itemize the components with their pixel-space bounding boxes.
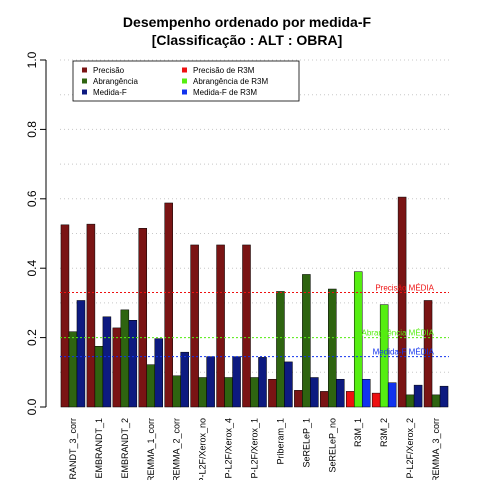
bar: [268, 378, 277, 408]
bar: [284, 361, 293, 408]
x-tick-label: P-L2F/Xerox_1: [250, 418, 260, 479]
y-tick-label: 0.2: [25, 329, 39, 346]
grid-lines: [60, 59, 449, 373]
bar: [216, 244, 225, 408]
y-tick-label: 1.0: [25, 51, 39, 68]
bar: [86, 223, 96, 408]
bar: [276, 291, 285, 408]
x-tick-label: REMMA_2_corr: [172, 418, 182, 480]
bar: [180, 351, 189, 408]
bar: [146, 364, 156, 408]
legend-swatch: [182, 67, 187, 73]
bar: [320, 391, 329, 408]
bar: [258, 357, 267, 408]
bar: [242, 244, 251, 408]
bar: [405, 394, 415, 408]
y-tick-label: 0.0: [25, 398, 39, 415]
y-axis: 0.0 0.2 0.4 0.6 0.8 1.0: [25, 51, 47, 415]
legend-entry: Precisão de R3M: [193, 66, 255, 75]
bar: [206, 356, 215, 408]
bar: [353, 271, 363, 408]
bar: [387, 382, 397, 408]
bar: [102, 316, 112, 408]
bar: [112, 327, 122, 408]
bar: [164, 202, 173, 408]
legend-entry: Medida-F de R3M: [193, 88, 257, 97]
bar: [371, 392, 381, 408]
x-tick-label: REMMA_1_corr: [146, 418, 156, 480]
x-tick-label: SeRELeP_no: [327, 418, 337, 473]
reference-lines: Precisão MÉDIA Abrangência MÉDIA Medida-F …: [60, 283, 449, 358]
bar: [294, 390, 303, 408]
legend-entry: Medida-F: [93, 88, 127, 97]
reference-line-label: Precisão MÉDIA: [375, 283, 434, 292]
bar: [138, 228, 148, 408]
bar: [336, 378, 345, 408]
reference-line-label: Abrangência MÉDIA: [362, 329, 435, 338]
x-tick-label: Priberam_1: [275, 418, 285, 465]
bar: [128, 320, 138, 408]
x-tick-label: BRANDT_3_corr: [68, 418, 78, 480]
bar: [302, 274, 311, 408]
bar: [397, 196, 407, 408]
y-tick-label: 0.6: [25, 190, 39, 207]
bar: [431, 394, 441, 408]
bar: [172, 375, 181, 408]
y-tick-label: 0.4: [25, 260, 39, 277]
legend-swatch: [82, 78, 87, 84]
bar: [154, 338, 164, 408]
bar: [379, 304, 389, 408]
bars: [60, 196, 449, 408]
bar: [345, 391, 355, 408]
bar: [439, 385, 449, 408]
y-tick-label: 0.8: [25, 121, 39, 138]
bar: [224, 377, 233, 408]
legend-swatch: [82, 89, 87, 95]
x-tick-label: P-L2F/Xerox_no: [198, 418, 208, 480]
legend-swatch: [182, 78, 187, 84]
x-tick-label: EMBRANDT_2: [120, 418, 130, 479]
bar: [190, 244, 199, 408]
legend-swatch: [82, 67, 87, 73]
bar: [328, 288, 337, 408]
bar: [232, 356, 241, 408]
reference-line-label: Medida-F MÉDIA: [373, 348, 435, 357]
x-tick-label: R3M_1: [353, 418, 363, 447]
bar: [76, 300, 86, 408]
legend-entry: Precisão: [93, 66, 125, 75]
x-tick-label: P-L2F/Xerox_2: [405, 418, 415, 479]
bar: [68, 331, 78, 408]
bar: [310, 377, 319, 408]
x-tick-label: EMBRANDT_1: [94, 418, 104, 479]
bar: [250, 377, 259, 408]
legend: Precisão Abrangência Medida-F Precisão de R…: [72, 60, 300, 102]
bar: [361, 378, 371, 408]
x-axis-labels: BRANDT_3_corr EMBRANDT_1 EMBRANDT_2 REMMA_1…: [68, 418, 441, 480]
bar: [413, 384, 423, 408]
x-tick-label: P-L2F/Xerox_4: [224, 418, 234, 479]
legend-entry: Abrangência: [93, 77, 138, 86]
bar: [423, 300, 433, 408]
bar: [120, 309, 130, 408]
x-tick-label: R3M_2: [379, 418, 389, 447]
x-tick-label: REMMA_3_corr: [431, 418, 441, 480]
chart-title: Desempenho ordenado por medida-F: [123, 14, 372, 30]
bar: [94, 346, 104, 408]
x-tick-label: SeRELeP_1: [301, 418, 311, 468]
chart-subtitle: [Classificação : ALT : OBRA]: [152, 32, 343, 48]
legend-swatch: [182, 89, 187, 95]
legend-entry: Abrangência de R3M: [193, 77, 268, 86]
bar: [60, 224, 70, 408]
bar: [198, 377, 207, 408]
